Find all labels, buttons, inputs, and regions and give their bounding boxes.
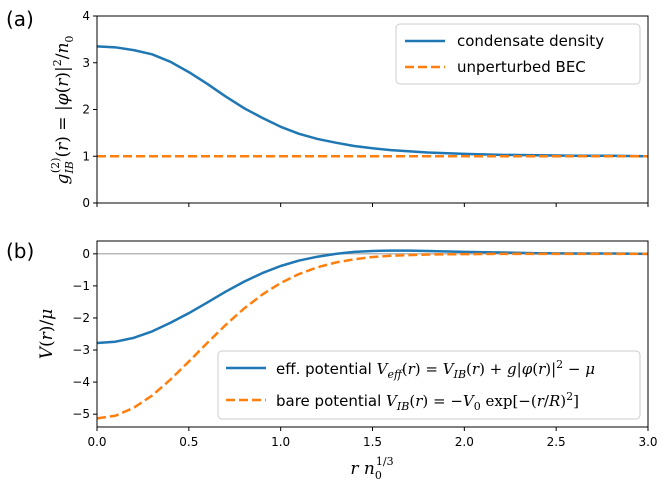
panel-a-y-ticks: 0 1 2 3 4 [82, 9, 97, 210]
panel-a-x-ticks [96, 203, 649, 207]
panel-b-plot-area [96, 249, 649, 420]
legend-label-bare-potential: bare potential VIB(r) = −V0 exp[−(r/R)2] [276, 390, 579, 413]
panel-a-legend-box [395, 23, 641, 85]
panel-b-y-axis-label: V(r)/μ [37, 309, 57, 360]
panel-a-y-tick-label: 4 [82, 9, 90, 23]
panel-b-x-tick-label: 3.0 [638, 435, 657, 449]
legend-label-condensate-density: condensate density [457, 32, 604, 50]
panel-b-legend: eff. potential Veff(r) = VIB(r) + g|φ(r)… [217, 350, 641, 420]
panel-b-x-tick-label: 1.5 [363, 435, 382, 449]
panel-a-y-tick-label: 1 [82, 149, 90, 163]
panel-b-y-tick-label: −1 [72, 279, 90, 293]
panel-a-plot-area [96, 45, 649, 158]
panel-b-x-tick-label: 2.5 [547, 435, 566, 449]
panel-a-y-tick-label: 2 [82, 103, 90, 117]
panel-b-y-tick-label: −5 [72, 407, 90, 421]
panel-b-y-tick-label: 0 [82, 247, 90, 261]
panel-a-y-axis-label: gIB(2)(r) = |φ(r)|2/n0 [49, 36, 76, 185]
panel-b-x-tick-label: 1.0 [271, 435, 290, 449]
panel-a-y-tick-label: 3 [82, 56, 90, 70]
legend-label-eff-potential: eff. potential Veff(r) = VIB(r) + g|φ(r)… [276, 358, 595, 381]
panel-b-y-tick-label: −2 [72, 311, 90, 325]
panel-b-label: (b) [6, 239, 34, 263]
panel-b-y-tick-label: −4 [72, 375, 90, 389]
panel-a-frame [96, 15, 649, 204]
panel-b-series-1-line [96, 252, 648, 420]
legend-label-unperturbed-bec: unperturbed BEC [457, 58, 586, 76]
panel-b-frame [96, 240, 649, 428]
panel-a-y-tick-label: 0 [82, 196, 90, 210]
panel-b-y-tick-label: −3 [72, 343, 90, 357]
panel-b: (b) 0 −1 −2 −3 −4 −5 0.0 0.5 1.0 1.5 2.0 2.5 3.0 V(… [6, 239, 658, 482]
panel-b-series-0-line [96, 249, 649, 345]
panel-b-x-tick-label: 2.0 [455, 435, 474, 449]
panel-a: (a) 0 1 2 3 4 gIB(2)(r) = |φ(r)|2/n0 condens… [6, 7, 649, 210]
panel-a-series-0-line [96, 45, 649, 158]
panel-a-label: (a) [6, 7, 34, 31]
panel-b-x-tick-label: 0.0 [87, 435, 106, 449]
panel-b-y-ticks: 0 −1 −2 −3 −4 −5 [72, 247, 97, 421]
panel-b-x-axis-label: r n01/3 [350, 455, 393, 482]
panel-b-legend-box [217, 350, 641, 420]
panel-b-x-tick-label: 0.5 [179, 435, 198, 449]
panel-a-legend: condensate density unperturbed BEC [395, 23, 641, 85]
panel-b-x-ticks: 0.0 0.5 1.0 1.5 2.0 2.5 3.0 [87, 427, 658, 449]
